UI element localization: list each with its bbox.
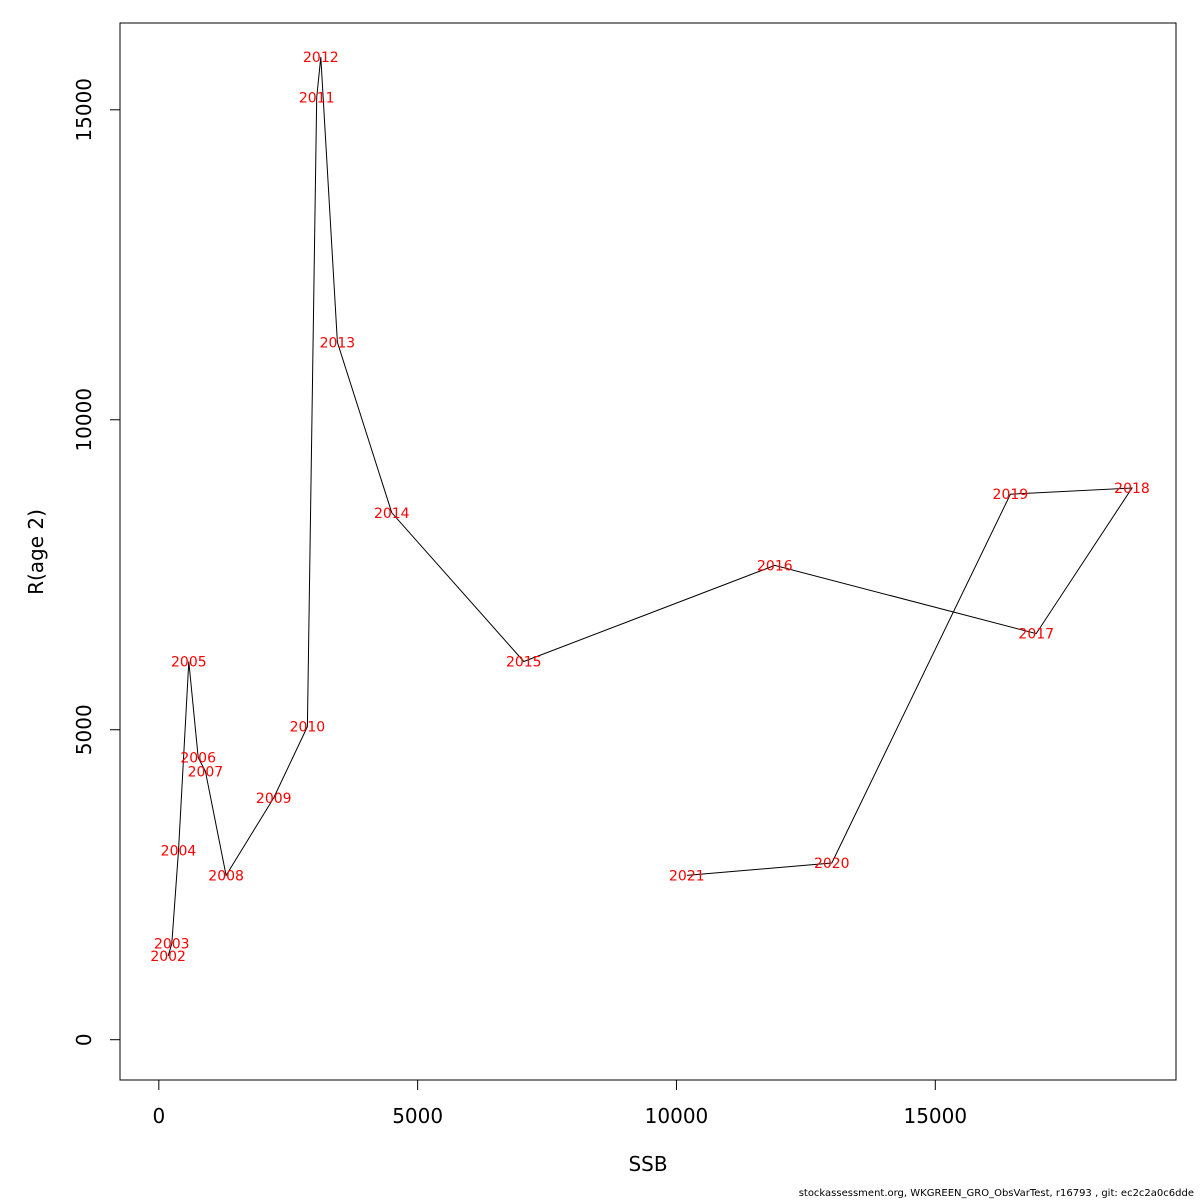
- point-label-2016: 2016: [757, 558, 793, 574]
- y-tick-label: 0: [72, 1033, 96, 1046]
- y-tick-label: 15000: [72, 78, 96, 142]
- point-label-2005: 2005: [171, 655, 207, 671]
- point-label-2012: 2012: [303, 50, 339, 66]
- y-axis-title: R(age 2): [24, 509, 48, 595]
- point-label-2014: 2014: [374, 506, 410, 522]
- point-label-2020: 2020: [814, 856, 850, 872]
- point-label-2003: 2003: [154, 937, 190, 953]
- point-label-2007: 2007: [188, 764, 224, 780]
- y-tick-label: 5000: [72, 704, 96, 755]
- plot-frame: [119, 22, 1177, 1081]
- point-label-2008: 2008: [208, 868, 244, 884]
- x-tick-label: 15000: [903, 1104, 967, 1128]
- footer-credit: stockassessment.org, WKGREEN_GRO_ObsVarT…: [798, 1188, 1194, 1199]
- x-tick-label: 5000: [392, 1104, 443, 1128]
- point-label-2019: 2019: [993, 487, 1029, 503]
- series-line: [167, 57, 1133, 957]
- x-tick-label: 0: [152, 1104, 165, 1128]
- x-axis: 0 5000 10000 15000: [152, 1079, 967, 1128]
- point-label-2002: 2002: [150, 949, 186, 965]
- x-axis-title: SSB: [628, 1152, 667, 1176]
- point-label-2011: 2011: [299, 90, 335, 106]
- point-label-2018: 2018: [1114, 481, 1150, 497]
- point-label-2021: 2021: [669, 868, 705, 884]
- point-label-2004: 2004: [161, 844, 197, 860]
- point-label-2013: 2013: [320, 335, 356, 351]
- point-labels: 2002200320042005200620072008200920102011…: [150, 50, 1149, 965]
- point-label-2017: 2017: [1018, 627, 1054, 643]
- y-axis: 0 5000 10000 15000: [72, 78, 121, 1046]
- point-label-2009: 2009: [256, 791, 292, 807]
- y-tick-label: 10000: [72, 388, 96, 452]
- x-tick-label: 10000: [645, 1104, 709, 1128]
- point-label-2006: 2006: [180, 751, 216, 767]
- point-label-2010: 2010: [290, 720, 326, 736]
- point-label-2015: 2015: [506, 655, 542, 671]
